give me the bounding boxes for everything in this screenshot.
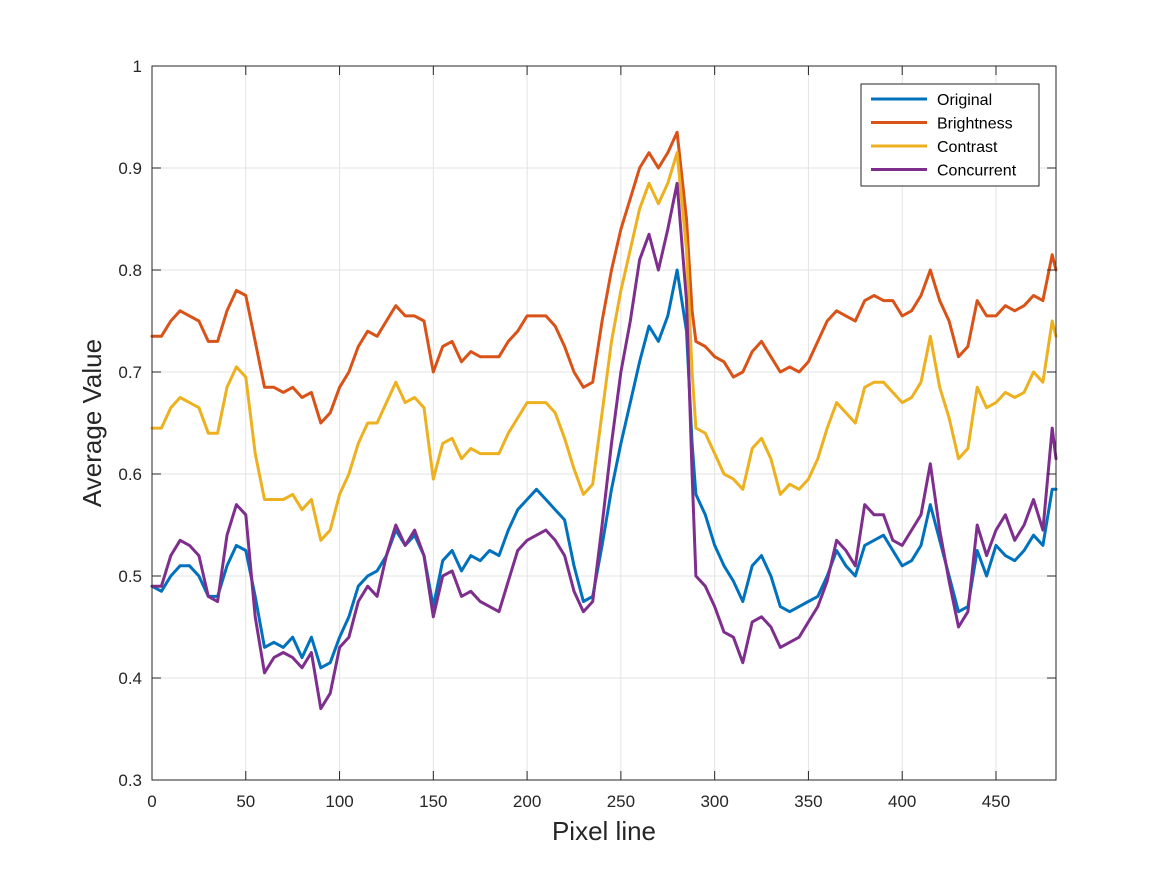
x-tick-label: 50 — [236, 792, 255, 811]
y-tick-label: 0.5 — [118, 567, 142, 586]
legend: Original Brightness Contrast Concurrent — [860, 83, 1040, 187]
legend-label-original: Original — [937, 92, 992, 109]
series-line-brightness — [150, 130, 1058, 425]
y-tick-label: 0.9 — [118, 159, 142, 178]
series-line-original — [150, 268, 1058, 670]
x-tick-label: 400 — [888, 792, 916, 811]
x-tick-label: 350 — [794, 792, 822, 811]
x-tick-label: 150 — [419, 792, 447, 811]
series-line-concurrent — [150, 181, 1058, 711]
x-tick-label: 100 — [325, 792, 353, 811]
y-tick-label: 0.8 — [118, 261, 142, 280]
legend-label-contrast: Contrast — [937, 139, 998, 156]
y-tick-label: 0.3 — [118, 771, 142, 790]
axes-frame — [151, 65, 1057, 781]
x-tick-label: 250 — [607, 792, 635, 811]
x-tick-label: 200 — [513, 792, 541, 811]
tick-labels: 0 50 100 150 200 250 300 350 400 450 0.3 0.4 0.5 0.6 0… — [118, 57, 1010, 811]
tick-marks — [151, 65, 1056, 781]
x-tick-label: 300 — [700, 792, 728, 811]
legend-label-concurrent: Concurrent — [937, 163, 1017, 180]
x-tick-label: 450 — [982, 792, 1010, 811]
y-tick-label: 0.4 — [118, 669, 142, 688]
y-tick-label: 0.7 — [118, 363, 142, 382]
x-tick-label: 0 — [147, 792, 156, 811]
y-tick-label: 0.6 — [118, 465, 142, 484]
series-line-contrast — [150, 151, 1058, 542]
y-tick-label: 1 — [133, 57, 142, 76]
series-layer — [150, 130, 1058, 711]
x-axis-label: Pixel line — [552, 816, 656, 846]
legend-label-brightness: Brightness — [937, 116, 1013, 133]
y-axis-label: Average Value — [77, 339, 107, 507]
